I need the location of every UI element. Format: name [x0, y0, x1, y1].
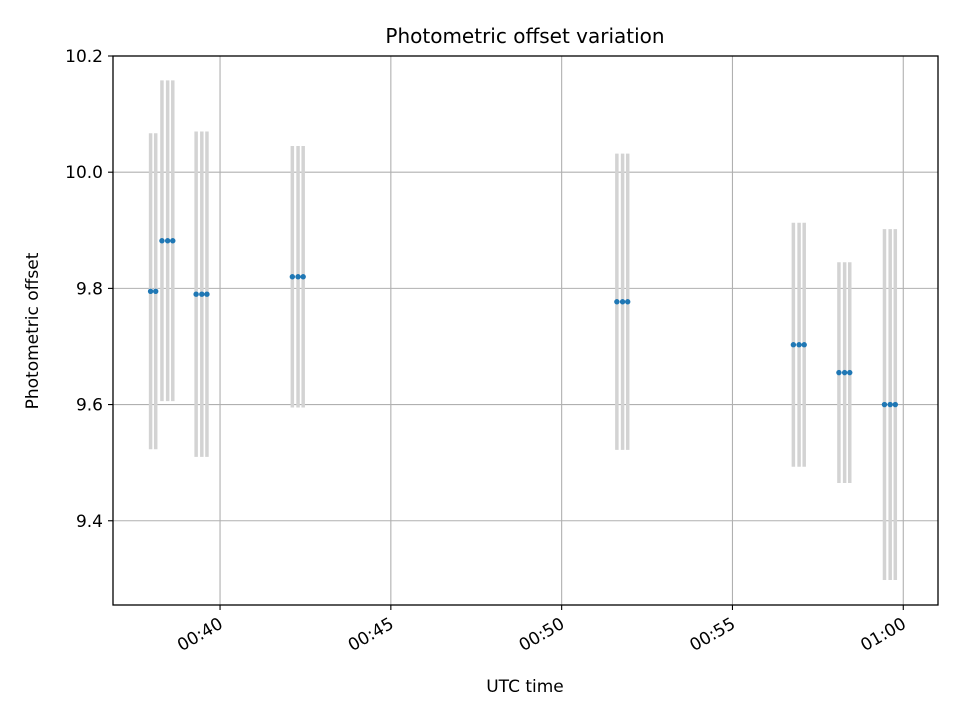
data-point — [164, 238, 171, 244]
data-point — [199, 291, 205, 297]
grid — [113, 56, 938, 605]
data-points — [147, 238, 898, 408]
data-point — [619, 299, 626, 305]
y-axis-title: Photometric offset — [23, 252, 43, 409]
plot-frame — [112, 55, 939, 606]
y-tick-label: 9.6 — [76, 396, 103, 416]
data-point — [193, 291, 199, 297]
y-tick-label: 10.0 — [65, 163, 103, 183]
x-axis-title: UTC time — [486, 677, 564, 697]
data-point — [790, 342, 797, 348]
y-tick-label: 9.4 — [76, 512, 103, 532]
data-point — [170, 238, 176, 244]
data-point — [887, 401, 893, 408]
y-axis: 9.4 9.6 9.8 10.0 10.2 — [65, 47, 113, 532]
data-point — [289, 274, 296, 280]
data-point — [300, 274, 306, 280]
y-tick-label: 9.8 — [76, 279, 103, 299]
data-point — [836, 369, 842, 376]
data-point — [159, 238, 165, 244]
data-point — [801, 342, 807, 348]
data-point — [892, 401, 898, 408]
data-point — [841, 369, 848, 376]
data-point — [153, 288, 159, 294]
data-point — [796, 342, 802, 348]
data-point — [847, 369, 853, 376]
data-point — [147, 288, 154, 294]
data-point — [295, 274, 301, 280]
data-point — [624, 299, 631, 305]
data-point — [614, 299, 620, 305]
y-tick-label: 10.2 — [65, 47, 103, 67]
chart-title: Photometric offset variation — [385, 24, 664, 48]
data-point — [204, 291, 210, 297]
data-point — [881, 401, 888, 408]
